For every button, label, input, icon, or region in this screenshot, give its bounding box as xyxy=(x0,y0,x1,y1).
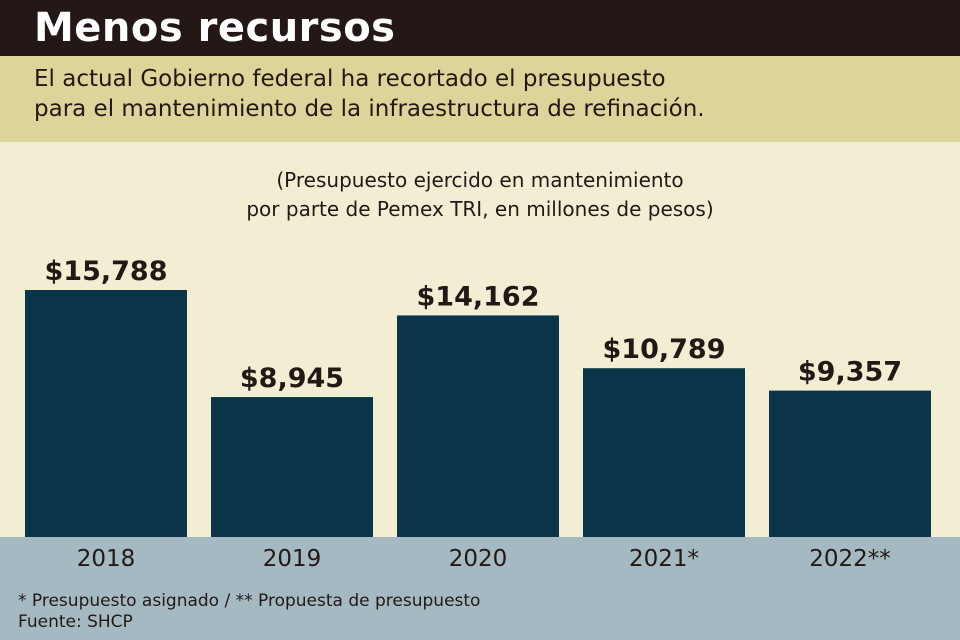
bar-2018 xyxy=(25,290,187,537)
bar-2022 xyxy=(769,390,931,537)
footer-band: * Presupuesto asignado / ** Propuesta de… xyxy=(0,537,960,640)
footnote: * Presupuesto asignado / ** Propuesta de… xyxy=(18,591,481,611)
x-tick-label: 2021* xyxy=(629,546,699,572)
page-title: Menos recursos xyxy=(34,5,396,51)
x-tick-label: 2018 xyxy=(77,546,136,572)
x-tick-label: 2020 xyxy=(449,546,508,572)
bar-value-label: $10,789 xyxy=(603,334,726,365)
subtitle-line-1: El actual Gobierno federal ha recortado … xyxy=(34,66,666,92)
chart-note-line-2: por parte de Pemex TRI, en millones de p… xyxy=(246,197,714,221)
bar-2019 xyxy=(211,397,373,537)
subtitle-band: El actual Gobierno federal ha recortado … xyxy=(0,56,960,142)
bar-2021 xyxy=(583,368,745,537)
chart-note-line-1: (Presupuesto ejercido en mantenimiento xyxy=(276,168,684,192)
source-note: Fuente: SHCP xyxy=(18,612,133,632)
chart-note: (Presupuesto ejercido en mantenimiento p… xyxy=(0,166,960,224)
subtitle: El actual Gobierno federal ha recortado … xyxy=(34,64,934,124)
bar-value-label: $9,357 xyxy=(798,357,902,388)
bar-2020 xyxy=(397,315,559,537)
bar-value-label: $14,162 xyxy=(417,281,540,312)
bar-value-label: $8,945 xyxy=(240,363,344,394)
x-tick-label: 2022** xyxy=(809,546,891,572)
header-bar: Menos recursos xyxy=(0,0,960,56)
x-tick-label: 2019 xyxy=(263,546,322,572)
bar-value-label: $15,788 xyxy=(45,256,168,287)
subtitle-line-2: para el mantenimiento de la infraestruct… xyxy=(34,96,705,122)
